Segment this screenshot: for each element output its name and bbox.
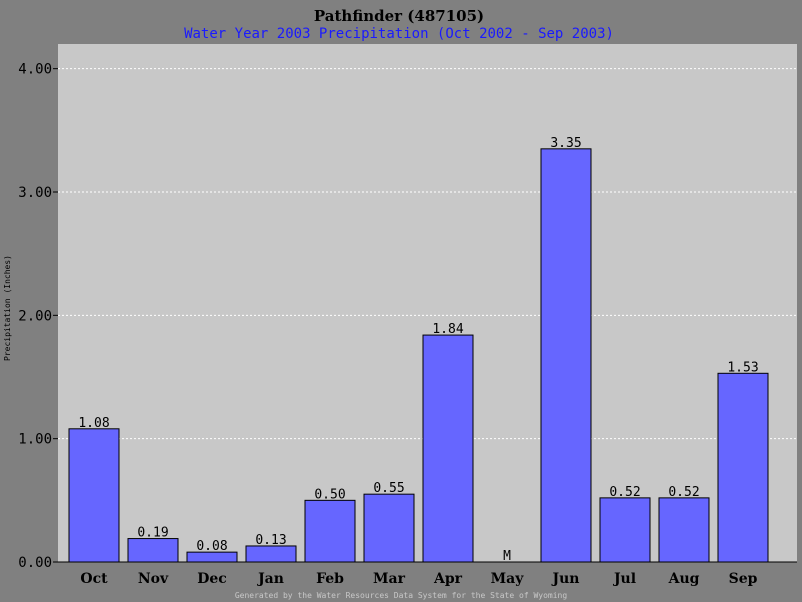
bar-apr <box>422 334 474 563</box>
y-tick-label: 2.00 <box>18 308 52 324</box>
value-label-jan: 0.13 <box>255 533 286 548</box>
x-tick-label-may: May <box>491 571 525 587</box>
x-tick-label-mar: Mar <box>373 571 406 587</box>
x-tick-label-jan: Jan <box>256 571 284 587</box>
value-label-sep: 1.53 <box>727 360 758 375</box>
value-label-feb: 0.50 <box>314 487 345 502</box>
value-label-may: M <box>503 549 511 564</box>
bar-sep <box>717 372 769 563</box>
x-tick-label-oct: Oct <box>80 571 108 587</box>
x-tick-label-nov: Nov <box>138 571 169 587</box>
y-tick-label: 3.00 <box>18 185 52 201</box>
y-tick-label: 4.00 <box>18 62 52 78</box>
y-tick-label: 0.00 <box>18 555 52 571</box>
bars <box>68 148 769 563</box>
x-axis-ticks: Oct Nov Dec Jan Feb Mar Apr May Jun Jul Aug Sep <box>80 571 757 587</box>
value-label-dec: 0.08 <box>196 539 227 554</box>
y-tick-label: 1.00 <box>18 432 52 448</box>
y-axis-ticks: 0.00 1.00 2.00 3.00 4.00 <box>18 62 58 571</box>
y-axis-label: Precipitation (Inches) <box>3 255 12 361</box>
x-tick-label-aug: Aug <box>668 571 700 587</box>
x-tick-label-dec: Dec <box>197 571 227 587</box>
chart-subtitle: Water Year 2003 Precipitation (Oct 2002 … <box>184 26 614 42</box>
bar-aug <box>658 497 710 563</box>
value-label-aug: 0.52 <box>668 485 699 500</box>
bar-nov <box>127 538 179 563</box>
value-label-jul: 0.52 <box>609 485 640 500</box>
value-label-jun: 3.35 <box>550 136 581 151</box>
x-tick-label-apr: Apr <box>433 571 463 587</box>
x-tick-label-feb: Feb <box>316 571 344 587</box>
bar-jan <box>245 545 297 563</box>
value-label-apr: 1.84 <box>432 322 463 337</box>
bar-jul <box>599 497 651 563</box>
bar-feb <box>304 499 356 563</box>
bar-jun <box>540 148 592 563</box>
value-label-nov: 0.19 <box>137 526 168 541</box>
value-label-mar: 0.55 <box>373 481 404 496</box>
value-labels: 1.08 0.19 0.08 0.13 0.50 0.55 1.84 M 3.35 0.52 0.5… <box>78 136 758 564</box>
value-label-oct: 1.08 <box>78 416 109 431</box>
bar-oct <box>68 428 120 563</box>
chart-title: Pathfinder (487105) <box>314 7 484 25</box>
footer-credit: Generated by the Water Resources Data Sy… <box>235 591 568 600</box>
x-tick-label-jul: Jul <box>612 571 636 587</box>
x-tick-label-jun: Jun <box>551 571 580 587</box>
x-tick-label-sep: Sep <box>729 571 758 587</box>
bar-mar <box>363 493 415 563</box>
